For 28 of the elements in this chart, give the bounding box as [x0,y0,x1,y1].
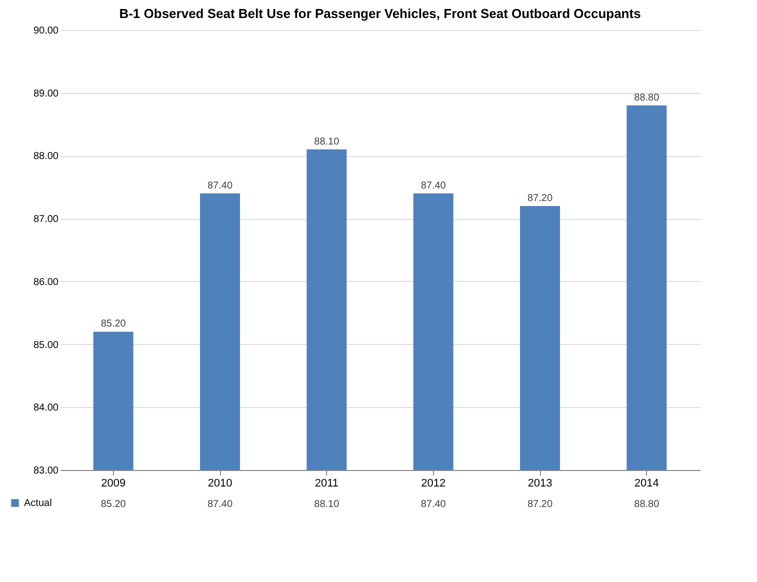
x-tick-label: 2012 [421,478,446,490]
text: 88.80 [634,92,660,104]
y-tick-label: 84.00 [33,402,59,414]
x-tick-label: 2011 [314,478,338,490]
x-tick-label: 2009 [101,478,126,490]
data-label: 87.20 [527,499,553,510]
x-tick-label: 2014 [634,478,659,490]
x-tick-label: 2010 [208,478,232,490]
y-tick-label: 90.00 [33,26,59,36]
x-tick-label: 2013 [528,478,552,490]
y-tick-label: 83.00 [33,466,59,476]
y-tick-label: 87.00 [33,214,59,226]
text: 88.10 [314,136,340,148]
text: 87.40 [420,180,446,192]
text: 87.40 [207,180,233,192]
y-tick-label: 86.00 [33,276,59,288]
y-tick-label: 89.00 [33,88,59,100]
data-label: 87.40 [207,499,233,510]
chart-title: B-1 Observed Seat Belt Use for Passenger Vehicles, Front Seat Outboard Occupants [119,6,641,21]
y-tick-label: 85.00 [33,340,59,351]
text: 87.20 [527,193,553,204]
data-label: 85.20 [100,499,126,510]
legend-label: Actual [24,498,52,509]
data-label: 88.80 [634,499,660,510]
data-label: 87.40 [420,499,446,510]
data-label: 88.10 [314,499,340,510]
text: 85.20 [100,318,126,330]
y-tick-label: 88.00 [33,151,59,162]
